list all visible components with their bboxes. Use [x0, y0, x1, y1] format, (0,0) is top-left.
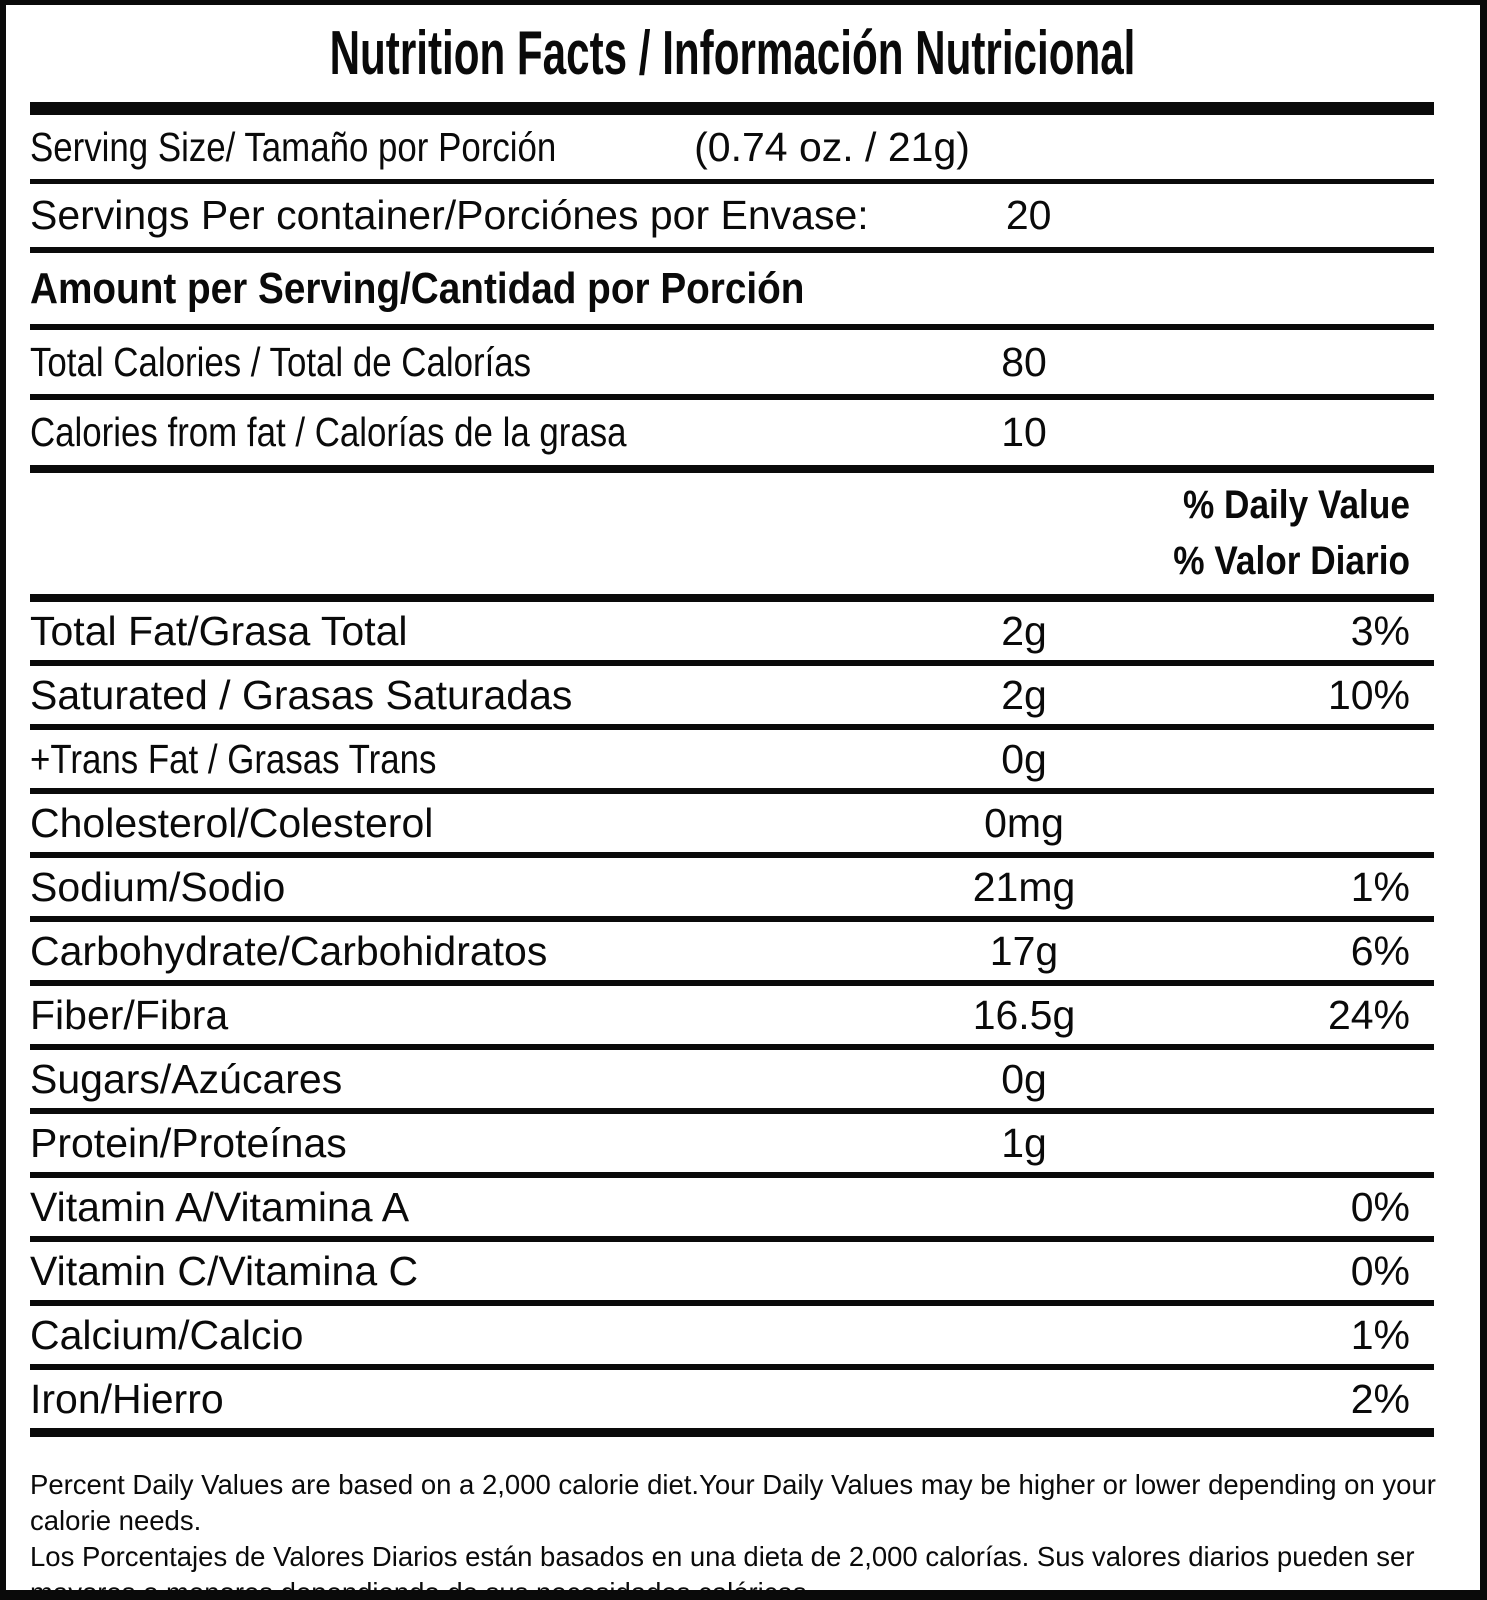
serving-size-value: (0.74 oz. / 21g)	[694, 123, 970, 170]
nutrient-label: Fiber/Fibra	[30, 991, 229, 1038]
table-row-vitamin-c: Vitamin C/Vitamina C 0%	[30, 1242, 1434, 1306]
table-row-vitamin-a: Vitamin A/Vitamina A 0%	[30, 1178, 1434, 1242]
nutrient-amount: 2g	[1001, 671, 1047, 718]
table-row-trans-fat: +Trans Fat / Grasas Trans 0g	[30, 730, 1434, 794]
nutrient-dv: 1%	[1350, 1311, 1410, 1358]
amount-per-serving-row: Amount per Serving/Cantidad por Porción	[30, 253, 1434, 330]
table-row-carbohydrate: Carbohydrate/Carbohidratos 17g 6%	[30, 922, 1434, 986]
footnote-spanish-line-1: Los Porcentajes de Valores Diarios están…	[30, 1541, 1415, 1572]
nutrient-dv: 0%	[1350, 1183, 1410, 1230]
title-bar: Nutrition Facts / Información Nutriciona…	[30, 5, 1434, 102]
nutrient-label: Cholesterol/Colesterol	[30, 799, 434, 846]
table-row-protein: Protein/Proteínas 1g	[30, 1114, 1434, 1178]
table-row-saturated-fat: Saturated / Grasas Saturadas 2g 10%	[30, 666, 1434, 730]
calories-from-fat-row: Calories from fat / Calorías de la grasa…	[30, 400, 1434, 473]
servings-per-container-value: 20	[1005, 192, 1052, 238]
nutrient-dv: 10%	[1327, 671, 1410, 718]
nutrient-dv: 0%	[1350, 1247, 1410, 1294]
footnote-english-line-2: calorie needs.	[30, 1505, 202, 1536]
daily-value-header-en: % Daily Value	[1183, 483, 1410, 528]
table-row-sugars: Sugars/Azúcares 0g	[30, 1050, 1434, 1114]
nutrient-amount: 16.5g	[972, 991, 1076, 1038]
nutrient-amount: 2g	[1001, 607, 1047, 654]
table-row-calcium: Calcium/Calcio 1%	[30, 1306, 1434, 1370]
nutrient-dv: 2%	[1350, 1375, 1410, 1422]
table-row-fiber: Fiber/Fibra 16.5g 24%	[30, 986, 1434, 1050]
servings-per-container-row: Servings Per container/Porciónes por Env…	[30, 184, 1434, 253]
serving-size-label: Serving Size/ Tamaño por Porción	[30, 123, 557, 170]
nutrient-label: Total Fat/Grasa Total	[30, 607, 408, 654]
total-calories-row: Total Calories / Total de Calorías 80	[30, 330, 1434, 400]
nutrient-dv: 24%	[1327, 991, 1410, 1038]
nutrient-label: Sugars/Azúcares	[30, 1055, 343, 1102]
nutrient-dv: 6%	[1350, 927, 1410, 974]
table-row-cholesterol: Cholesterol/Colesterol 0mg	[30, 794, 1434, 858]
nutrient-label: Vitamin A/Vitamina A	[30, 1183, 410, 1230]
total-calories-value: 80	[1001, 338, 1047, 385]
calories-from-fat-label: Calories from fat / Calorías de la grasa	[30, 409, 627, 455]
title-separator-bar	[30, 102, 1434, 115]
amount-per-serving-heading: Amount per Serving/Cantidad por Porción	[30, 263, 805, 313]
daily-value-header-es: % Valor Diario	[1173, 538, 1410, 583]
total-calories-label: Total Calories / Total de Calorías	[30, 338, 532, 385]
nutrient-label: Vitamin C/Vitamina C	[30, 1247, 419, 1294]
nutrient-amount: 0mg	[984, 799, 1064, 846]
page-title: Nutrition Facts / Información Nutriciona…	[329, 19, 1135, 88]
nutrient-label: Iron/Hierro	[30, 1375, 224, 1422]
daily-value-header: % Daily Value % Valor Diario	[30, 473, 1434, 602]
nutrient-dv: 1%	[1350, 863, 1410, 910]
footnote-spanish-line-2: mayores o menores dependiendo de sus nec…	[30, 1577, 807, 1600]
nutrient-label: Calcium/Calcio	[30, 1311, 304, 1358]
nutrient-label: Saturated / Grasas Saturadas	[30, 671, 573, 718]
nutrient-amount: 0g	[1001, 735, 1047, 782]
nutrient-amount: 21mg	[972, 863, 1076, 910]
nutrient-label: +Trans Fat / Grasas Trans	[30, 735, 437, 782]
table-row-sodium: Sodium/Sodio 21mg 1%	[30, 858, 1434, 922]
nutrient-label: Protein/Proteínas	[30, 1119, 347, 1166]
footnote-english-line-1: Percent Daily Values are based on a 2,00…	[30, 1469, 1436, 1500]
nutrient-label: Carbohydrate/Carbohidratos	[30, 927, 548, 974]
calories-from-fat-value: 10	[1001, 409, 1047, 455]
nutrient-label: Sodium/Sodio	[30, 863, 286, 910]
nutrient-amount: 1g	[1001, 1119, 1047, 1166]
nutrient-dv: 3%	[1350, 607, 1410, 654]
nutrient-amount: 0g	[1001, 1055, 1047, 1102]
serving-size-row: Serving Size/ Tamaño por Porción (0.74 o…	[30, 115, 1434, 184]
servings-per-container-label: Servings Per container/Porciónes por Env…	[30, 192, 869, 238]
daily-value-footnote: Percent Daily Values are based on a 2,00…	[30, 1467, 1436, 1600]
table-row-iron: Iron/Hierro 2%	[30, 1370, 1434, 1437]
nutrient-amount: 17g	[989, 927, 1059, 974]
table-row-total-fat: Total Fat/Grasa Total 2g 3%	[30, 602, 1434, 666]
